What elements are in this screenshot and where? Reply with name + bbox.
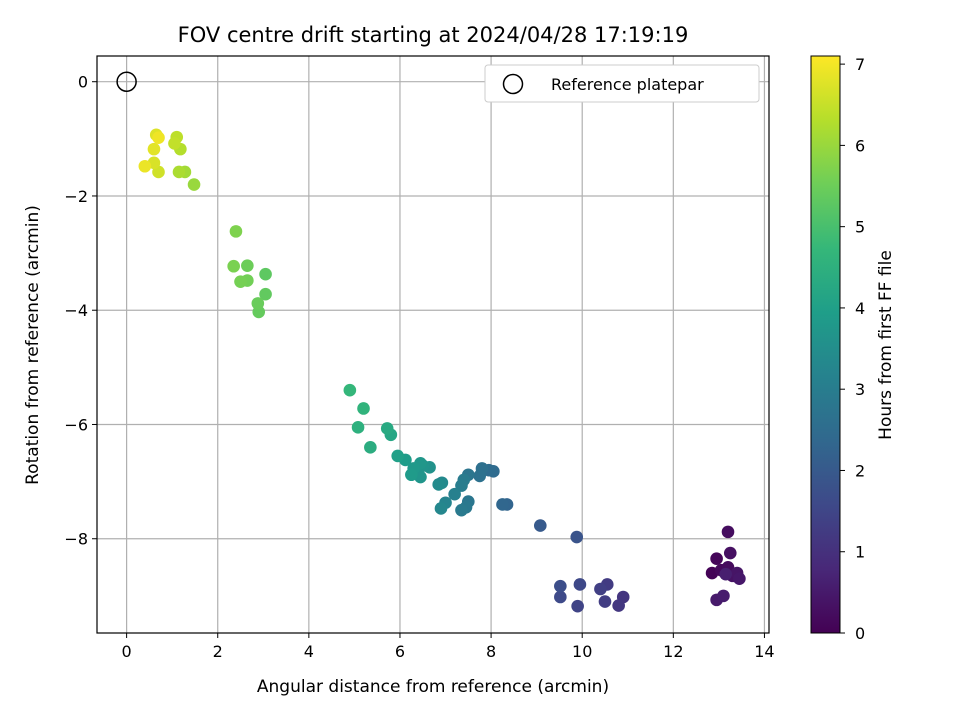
reference-marker-layer <box>116 71 137 92</box>
data-point <box>152 131 165 144</box>
data-point <box>710 552 723 566</box>
x-tick-label: 0 <box>122 642 132 661</box>
y-axis-label: Rotation from reference (arcmin) <box>23 205 43 485</box>
data-point <box>405 468 418 482</box>
y-tick-label: −8 <box>64 530 88 549</box>
x-tick-label: 14 <box>754 642 774 661</box>
legend-label: Reference platepar <box>551 75 704 94</box>
data-point <box>432 478 445 491</box>
data-point <box>391 449 404 463</box>
x-tick-label: 2 <box>213 642 223 661</box>
colorbar-tick-label: 7 <box>855 55 865 74</box>
plot-frame <box>96 55 770 634</box>
data-point <box>473 469 486 483</box>
data-point <box>357 402 370 415</box>
x-axis-ticks: 0 2 4 6 8 10 12 14 <box>122 633 775 661</box>
x-tick-label: 4 <box>304 642 314 661</box>
colorbar-label: Hours from first FF file <box>876 250 896 440</box>
data-point <box>241 259 254 272</box>
y-tick-label: 0 <box>78 73 88 92</box>
y-tick-label: −6 <box>64 415 88 434</box>
x-axis-label: Angular distance from reference (arcmin) <box>257 677 609 697</box>
data-point <box>229 225 243 238</box>
y-axis-ticks: 0 −2 −4 −6 −8 <box>64 73 97 549</box>
data-point <box>434 502 448 515</box>
data-point <box>147 142 161 156</box>
data-point <box>721 525 735 539</box>
data-point <box>172 165 186 179</box>
data-point <box>717 589 730 603</box>
colorbar-ticks: 0 1 2 3 4 5 6 7 <box>840 55 865 643</box>
data-point <box>571 599 584 613</box>
data-points <box>138 128 746 613</box>
data-point <box>351 421 365 434</box>
data-point <box>187 178 201 191</box>
colorbar-tick-label: 6 <box>855 136 865 155</box>
colorbar-tick-label: 2 <box>855 461 865 480</box>
data-point <box>733 572 746 586</box>
data-point <box>227 259 240 273</box>
colorbar-tick-label: 0 <box>855 624 865 643</box>
data-point <box>234 275 247 288</box>
data-point <box>496 498 509 511</box>
colorbar-tick-label: 5 <box>855 218 865 237</box>
x-tick-label: 10 <box>572 642 592 661</box>
data-point <box>598 595 612 608</box>
data-point <box>573 578 587 591</box>
data-point <box>259 267 272 281</box>
x-tick-label: 8 <box>486 642 496 661</box>
data-point <box>364 441 377 454</box>
colorbar-tick-label: 4 <box>855 299 865 318</box>
legend-box <box>484 64 760 103</box>
legend: Reference platepar <box>484 64 760 103</box>
x-tick-label: 6 <box>395 642 405 661</box>
data-point <box>719 567 733 581</box>
y-tick-label: −2 <box>64 187 88 206</box>
colorbar-tick-label: 1 <box>855 543 865 562</box>
chart-title: FOV centre drift starting at 2024/04/28 … <box>178 23 689 47</box>
data-point <box>251 297 265 310</box>
data-point <box>448 487 461 501</box>
data-point <box>455 503 468 517</box>
data-point <box>533 519 547 532</box>
grid-lines <box>97 56 769 633</box>
data-point <box>554 590 567 604</box>
data-point <box>380 422 394 435</box>
data-point <box>570 530 584 544</box>
y-tick-label: −4 <box>64 301 88 320</box>
data-point <box>138 159 152 173</box>
colorbar-tick-label: 3 <box>855 380 865 399</box>
data-point <box>612 599 625 612</box>
data-point <box>259 287 272 301</box>
data-point <box>455 479 468 492</box>
reference-platepar-marker <box>116 71 137 92</box>
colorbar-gradient <box>810 55 841 634</box>
legend-marker <box>502 73 524 95</box>
data-point <box>343 383 357 397</box>
data-point <box>723 546 737 560</box>
colorbar: 0 1 2 3 4 5 6 7 Hours from first FF file <box>810 55 896 643</box>
data-point <box>554 579 567 593</box>
data-point <box>168 137 181 150</box>
data-point <box>594 582 607 596</box>
x-tick-label: 12 <box>663 642 683 661</box>
